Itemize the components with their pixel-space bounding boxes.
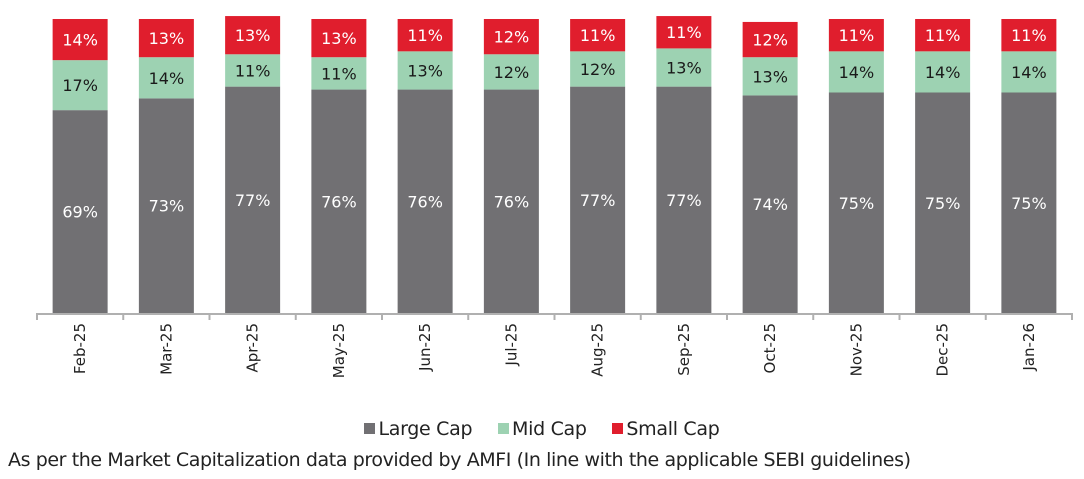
bar-segment-mid-cap: [656, 48, 712, 87]
x-tick-label: Nov-25: [847, 323, 865, 376]
legend-item-mid-cap: Mid Cap: [498, 418, 587, 440]
data-label-large-cap: 74%: [752, 195, 788, 214]
data-label-small-cap: 11%: [839, 26, 875, 45]
bar-segment-large-cap: [1001, 92, 1057, 313]
bar-segment-small-cap: [225, 16, 281, 55]
data-label-large-cap: 75%: [839, 194, 875, 213]
data-label-small-cap: 11%: [666, 23, 702, 42]
x-tick-label: Feb-25: [71, 323, 89, 374]
bar-segment-mid-cap: [1001, 51, 1057, 93]
bar-segment-large-cap: [828, 92, 884, 313]
bar-segment-small-cap: [1001, 19, 1057, 52]
x-tick-label: Jan-26: [1020, 323, 1038, 372]
bar-segment-large-cap: [138, 98, 194, 313]
data-label-mid-cap: 12%: [494, 63, 530, 82]
x-tick-label: May-25: [330, 323, 348, 378]
data-label-mid-cap: 14%: [925, 63, 961, 82]
data-label-small-cap: 12%: [494, 28, 530, 47]
legend-label-mid-cap: Mid Cap: [512, 418, 587, 440]
data-label-small-cap: 11%: [925, 26, 961, 45]
data-label-large-cap: 73%: [149, 197, 185, 216]
stacked-bar-chart: 69% 17% 14% Feb-25 73% 14% 13% Mar-25 77% 11% 13% A…: [36, 16, 1073, 378]
bar-segment-mid-cap: [915, 51, 971, 93]
bar-segment-large-cap: [656, 86, 712, 314]
legend-swatch-large-cap: [364, 423, 376, 434]
bar-segment-mid-cap: [138, 57, 194, 99]
bar-segment-mid-cap: [52, 60, 108, 111]
x-tick-label: Jun-25: [416, 323, 434, 372]
bar-segment-large-cap: [397, 89, 453, 313]
bar-segment-mid-cap: [742, 57, 798, 96]
legend-item-small-cap: Small Cap: [612, 418, 720, 440]
bar-segment-mid-cap: [570, 51, 626, 87]
bar-segment-mid-cap: [828, 51, 884, 93]
data-label-large-cap: 69%: [62, 203, 98, 222]
data-label-large-cap: 75%: [925, 194, 961, 213]
bar-segment-mid-cap: [311, 57, 367, 90]
legend-label-small-cap: Small Cap: [626, 418, 720, 440]
bar-segment-small-cap: [397, 19, 453, 52]
bar-segment-small-cap: [570, 19, 626, 52]
legend-swatch-mid-cap: [498, 423, 510, 434]
data-label-large-cap: 76%: [407, 192, 443, 211]
data-label-mid-cap: 11%: [235, 61, 271, 80]
legend-label-large-cap: Large Cap: [378, 418, 473, 440]
bar-segment-small-cap: [915, 19, 971, 52]
bar-segment-large-cap: [52, 110, 108, 313]
data-label-large-cap: 77%: [580, 191, 616, 210]
x-tick-label: Oct-25: [761, 323, 779, 373]
data-label-mid-cap: 13%: [752, 67, 788, 86]
legend-item-large-cap: Large Cap: [364, 418, 473, 440]
data-label-mid-cap: 14%: [839, 63, 875, 82]
data-label-large-cap: 76%: [494, 192, 530, 211]
bar-segment-mid-cap: [225, 54, 281, 87]
bar-segment-small-cap: [311, 19, 367, 58]
x-tick-label: Jul-25: [502, 323, 520, 367]
data-label-large-cap: 76%: [321, 192, 357, 211]
bar-segment-small-cap: [656, 16, 712, 49]
data-label-mid-cap: 12%: [580, 60, 616, 79]
bar-segment-large-cap: [225, 86, 281, 314]
bar-segment-small-cap: [742, 21, 798, 58]
bar-segment-mid-cap: [397, 51, 453, 90]
data-label-large-cap: 77%: [666, 191, 702, 210]
data-label-small-cap: 13%: [321, 29, 357, 48]
bar-segment-small-cap: [138, 19, 194, 58]
x-tick-label: Mar-25: [157, 323, 175, 375]
data-label-mid-cap: 13%: [666, 59, 702, 78]
legend-swatch-small-cap: [612, 423, 624, 434]
data-label-mid-cap: 14%: [1011, 63, 1047, 82]
data-label-mid-cap: 17%: [62, 76, 98, 95]
bar-segment-mid-cap: [483, 54, 539, 90]
data-label-small-cap: 11%: [580, 26, 616, 45]
bar-segment-large-cap: [742, 95, 798, 313]
x-tick-label: Aug-25: [589, 323, 607, 377]
data-label-mid-cap: 13%: [407, 61, 443, 80]
x-tick-label: Sep-25: [675, 323, 693, 376]
data-label-large-cap: 75%: [1011, 194, 1047, 213]
footnote: As per the Market Capitalization data pr…: [8, 449, 911, 471]
data-label-mid-cap: 11%: [321, 64, 357, 83]
x-tick-label: Apr-25: [244, 323, 262, 373]
data-label-mid-cap: 14%: [149, 69, 185, 88]
bar-segment-large-cap: [483, 89, 539, 313]
data-label-small-cap: 11%: [407, 26, 443, 45]
data-label-small-cap: 14%: [62, 31, 98, 50]
bar-segment-small-cap: [828, 19, 884, 52]
bar-segment-large-cap: [570, 86, 626, 314]
bar-segment-large-cap: [311, 89, 367, 313]
bar-segment-large-cap: [915, 92, 971, 313]
data-label-small-cap: 13%: [235, 26, 271, 45]
data-label-large-cap: 77%: [235, 191, 271, 210]
chart-legend: Large Cap Mid Cap Small Cap: [0, 418, 1084, 440]
data-label-small-cap: 11%: [1011, 26, 1047, 45]
bar-segment-small-cap: [52, 19, 108, 61]
x-tick-label: Dec-25: [934, 323, 952, 377]
data-label-small-cap: 13%: [149, 29, 185, 48]
bar-segment-small-cap: [483, 19, 539, 55]
data-label-small-cap: 12%: [752, 31, 788, 50]
